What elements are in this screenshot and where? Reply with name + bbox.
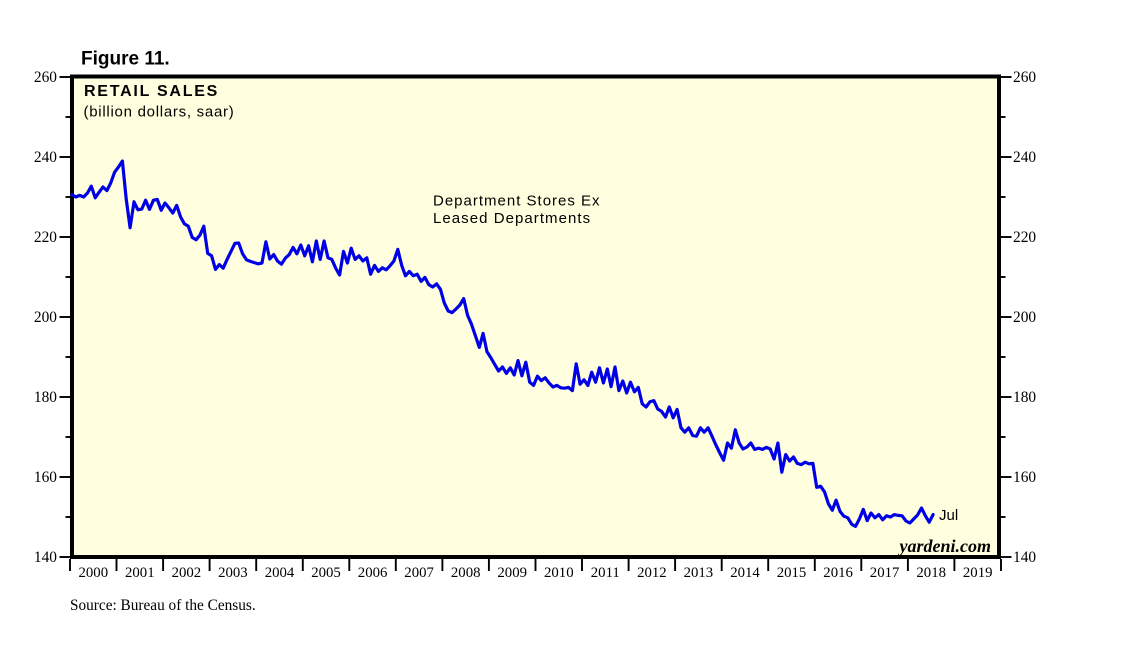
svg-text:2016: 2016 (823, 565, 853, 581)
svg-text:Leased Departments: Leased Departments (433, 210, 591, 227)
svg-text:220: 220 (34, 229, 57, 246)
svg-text:2004: 2004 (265, 565, 295, 581)
svg-text:2005: 2005 (311, 565, 341, 581)
svg-text:200: 200 (1013, 309, 1036, 326)
svg-text:140: 140 (1013, 549, 1036, 566)
svg-text:220: 220 (1013, 229, 1036, 246)
svg-text:180: 180 (1013, 389, 1036, 406)
svg-text:160: 160 (1013, 469, 1036, 486)
svg-text:Figure 11.: Figure 11. (81, 49, 170, 70)
svg-text:yardeni.com: yardeni.com (898, 536, 992, 556)
svg-text:2009: 2009 (497, 565, 527, 581)
svg-text:2000: 2000 (79, 565, 109, 581)
svg-text:260: 260 (34, 69, 57, 86)
svg-text:2006: 2006 (358, 565, 388, 581)
svg-text:2013: 2013 (684, 565, 714, 581)
svg-text:2014: 2014 (730, 565, 760, 581)
svg-text:260: 260 (1013, 69, 1036, 86)
svg-text:2011: 2011 (591, 565, 620, 581)
svg-text:2019: 2019 (963, 565, 993, 581)
svg-text:2001: 2001 (125, 565, 155, 581)
svg-text:2008: 2008 (451, 565, 481, 581)
svg-text:240: 240 (34, 149, 57, 166)
svg-text:140: 140 (34, 549, 57, 566)
svg-text:(billion dollars, saar): (billion dollars, saar) (84, 103, 235, 120)
svg-text:2002: 2002 (172, 565, 202, 581)
svg-text:2010: 2010 (544, 565, 574, 581)
svg-text:2017: 2017 (870, 565, 900, 581)
svg-text:RETAIL SALES: RETAIL SALES (84, 83, 219, 100)
svg-text:Source: Bureau of the Census.: Source: Bureau of the Census. (70, 597, 256, 614)
svg-text:2018: 2018 (916, 565, 946, 581)
svg-text:Department Stores Ex: Department Stores Ex (433, 193, 601, 210)
svg-text:2003: 2003 (218, 565, 248, 581)
svg-text:2007: 2007 (404, 565, 434, 581)
svg-text:Jul: Jul (939, 507, 958, 524)
svg-text:160: 160 (34, 469, 57, 486)
svg-text:180: 180 (34, 389, 57, 406)
svg-text:2015: 2015 (777, 565, 807, 581)
svg-text:240: 240 (1013, 149, 1036, 166)
svg-text:200: 200 (34, 309, 57, 326)
svg-text:2012: 2012 (637, 565, 667, 581)
